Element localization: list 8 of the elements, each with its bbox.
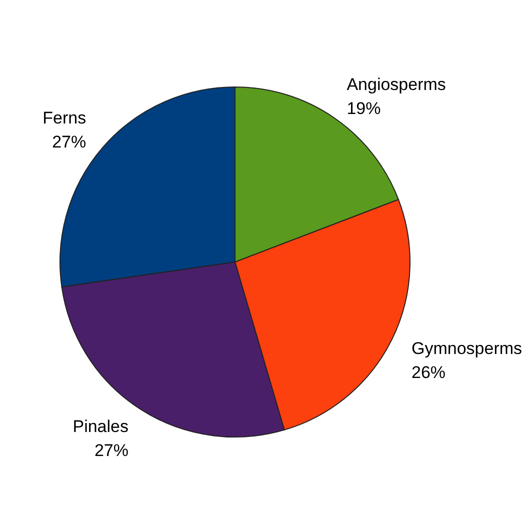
data-label: 19%	[346, 99, 381, 118]
slice-label: Angiosperms	[346, 75, 446, 94]
slice-label: Ferns	[42, 108, 86, 128]
data-label: 27%	[94, 441, 128, 460]
slice-label: Pinales	[72, 417, 128, 436]
data-label: 27%	[52, 132, 86, 152]
data-label: 26%	[412, 362, 446, 382]
slice-label: Gymnosperms	[412, 338, 522, 358]
